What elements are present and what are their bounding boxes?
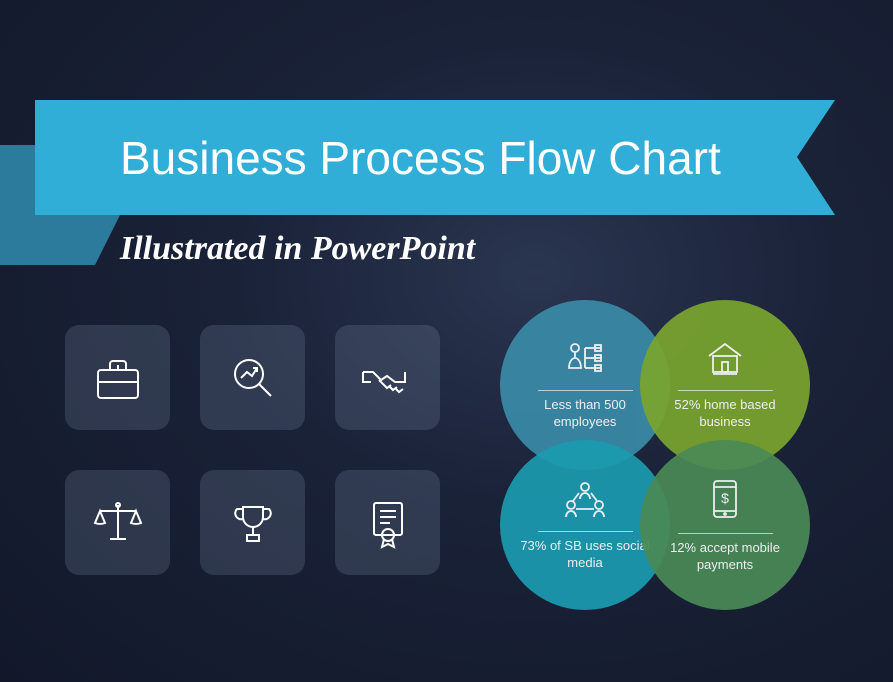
circle-mobile-payment: $ 12% accept mobile payments (640, 440, 810, 610)
scales-icon (90, 495, 146, 551)
circle-text: 12% accept mobile payments (658, 540, 792, 574)
divider (678, 533, 773, 534)
icon-box-magnify (200, 325, 305, 430)
subtitle: Illustrated in PowerPoint (120, 230, 475, 268)
trophy-icon (225, 495, 281, 551)
divider (538, 531, 633, 532)
circle-text: Less than 500 employees (518, 397, 652, 431)
home-icon (703, 340, 747, 378)
divider (538, 390, 633, 391)
briefcase-icon (90, 350, 146, 406)
mobile-payment-icon: $ (708, 477, 742, 521)
title-ribbon: Business Process Flow Chart (35, 100, 835, 215)
page-title: Business Process Flow Chart (120, 131, 721, 185)
divider (678, 390, 773, 391)
icon-box-handshake (335, 325, 440, 430)
social-network-icon (561, 479, 609, 519)
org-chart-icon (563, 340, 607, 378)
stat-circles: Less than 500 employees 52% home based b… (500, 300, 810, 590)
icon-box-scales (65, 470, 170, 575)
magnify-trend-icon (225, 350, 281, 406)
icon-grid (65, 325, 440, 575)
circle-text: 52% home based business (658, 397, 792, 431)
icon-box-briefcase (65, 325, 170, 430)
icon-box-trophy (200, 470, 305, 575)
svg-text:$: $ (721, 490, 729, 506)
handshake-icon (357, 350, 419, 406)
circle-text: 73% of SB uses social media (518, 538, 652, 572)
certificate-icon (360, 495, 416, 551)
icon-box-certificate (335, 470, 440, 575)
